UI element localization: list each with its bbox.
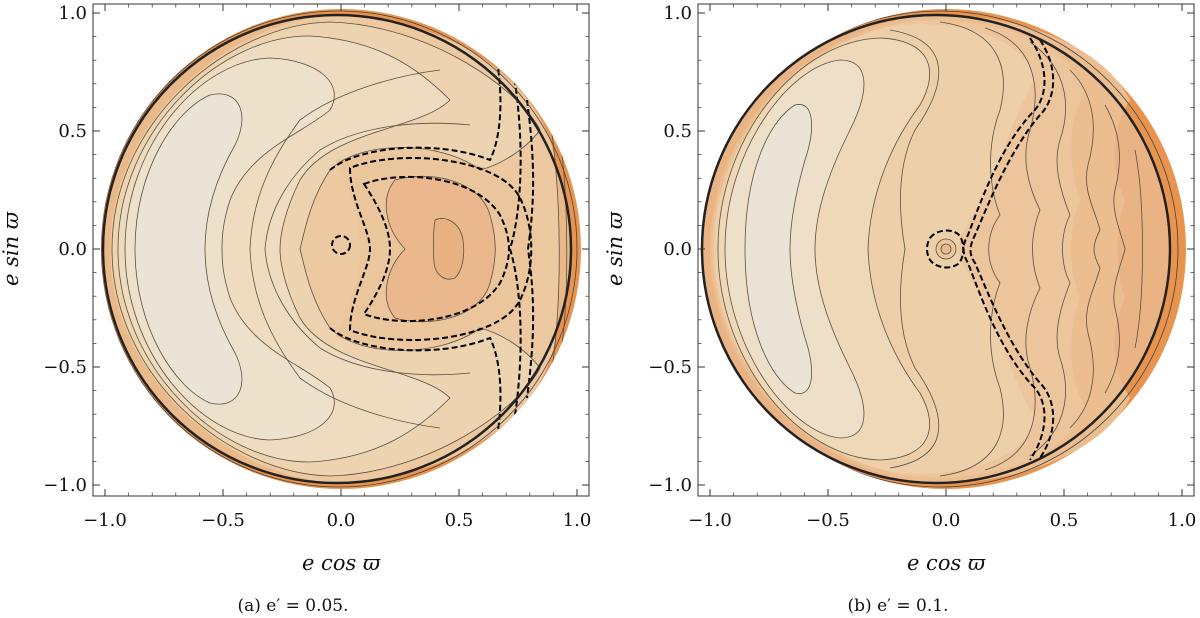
panel-a-ytick-label: −0.5 [43, 357, 87, 378]
panel-b-xtick-label: 1.0 [1168, 510, 1197, 531]
panel-a-xtick-label: 1.0 [563, 510, 592, 531]
panel-a-contour-field [103, 15, 571, 483]
panel-b-ytick-label: 0.0 [663, 239, 692, 260]
panel-b-ylabel: e sin ϖ [603, 211, 627, 286]
panel-b-axes: −1.0 −0.5 0.0 0.5 1.0 1.0 0.5 0.0 −0.5 −1.0 [648, 3, 1196, 531]
panel-b-ytick-label: −0.5 [648, 357, 692, 378]
panel-b: −1.0 −0.5 0.0 0.5 1.0 1.0 0.5 0.0 −0.5 −1.0 e cos… [603, 3, 1196, 616]
panel-b-contour-lines [717, 21, 1143, 477]
panel-b-ytick-label: 1.0 [663, 3, 692, 24]
panel-a-axes: −1.0 −0.5 0.0 0.5 1.0 1.0 0.5 0.0 −0.5 −1.0 [43, 3, 591, 531]
panel-b-separatrix [926, 37, 1055, 461]
panel-a-ytick-label: 0.0 [58, 239, 87, 260]
panel-b-xtick-label: −0.5 [806, 510, 850, 531]
panel-b-xtick-label: 0.5 [1050, 510, 1079, 531]
panel-b-caption: (b) e′ = 0.1. [848, 596, 949, 616]
panel-b-xlabel: e cos ϖ [907, 551, 986, 575]
panel-a-contour-lines [111, 21, 568, 477]
panel-a-xtick-label: −0.5 [201, 510, 245, 531]
panel-b-ytick-label: −1.0 [648, 475, 692, 496]
panel-b-xtick-label: −1.0 [688, 510, 732, 531]
panel-a-separatrix [329, 49, 535, 449]
panel-a-ylabel: e sin ϖ [0, 211, 23, 286]
panel-a-xtick-label: −1.0 [83, 510, 127, 531]
panel-b-contour-field [702, 14, 1170, 484]
panel-a-caption: (a) e′ = 0.05. [237, 596, 348, 616]
panel-a-rim [101, 13, 573, 485]
panel-b-ytick-label: 0.5 [663, 121, 692, 142]
panel-a-ytick-label: 0.5 [58, 121, 87, 142]
panel-a-ytick-label: −1.0 [43, 475, 87, 496]
panel-a-xlabel: e cos ϖ [302, 551, 381, 575]
panel-a-xtick-label: 0.5 [445, 510, 474, 531]
panel-a-ytick-label: 1.0 [58, 3, 87, 24]
panel-a: −1.0 −0.5 0.0 0.5 1.0 1.0 0.5 0.0 −0.5 −1.0 e cos… [0, 3, 591, 616]
panel-b-xtick-label: 0.0 [932, 510, 961, 531]
panel-a-xtick-label: 0.0 [327, 510, 356, 531]
